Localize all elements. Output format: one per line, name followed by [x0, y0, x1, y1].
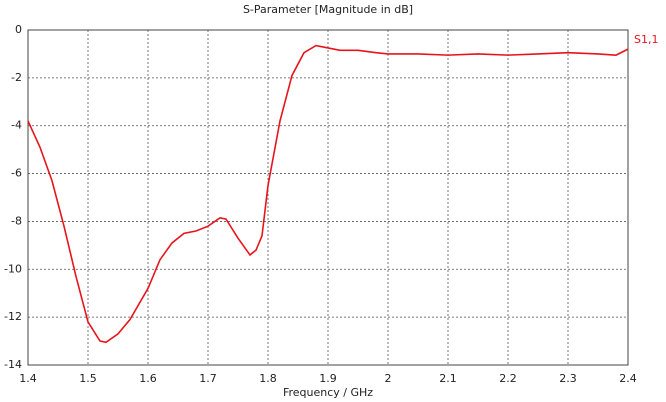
y-tick-label: -4 — [11, 119, 22, 132]
y-tick-label: -10 — [4, 262, 22, 275]
x-axis-label: Frequency / GHz — [283, 386, 373, 399]
y-tick-label: -8 — [11, 214, 22, 227]
x-tick-label: 2.1 — [439, 372, 457, 385]
x-tick-label: 1.6 — [139, 372, 157, 385]
x-tick-label: 2 — [385, 372, 392, 385]
legend-entry: S1,1 — [634, 33, 658, 46]
y-tick-label: -2 — [11, 71, 22, 84]
x-tick-label: 2.3 — [559, 372, 577, 385]
y-tick-label: -12 — [4, 310, 22, 323]
x-tick-label: 1.9 — [319, 372, 337, 385]
chart-title: S-Parameter [Magnitude in dB] — [243, 3, 413, 16]
x-tick-label: 2.2 — [499, 372, 517, 385]
data-line — [27, 44, 629, 344]
x-tick-label: 1.8 — [259, 372, 277, 385]
y-tick-label: -14 — [4, 358, 22, 371]
x-tick-label: 1.5 — [79, 372, 97, 385]
x-tick-label: 1.4 — [19, 372, 37, 385]
x-tick-label: 2.4 — [619, 372, 637, 385]
x-tick-label: 1.7 — [199, 372, 217, 385]
plot-frame — [27, 29, 629, 366]
y-tick-label: -6 — [11, 167, 22, 180]
y-tick-label: 0 — [15, 23, 22, 36]
